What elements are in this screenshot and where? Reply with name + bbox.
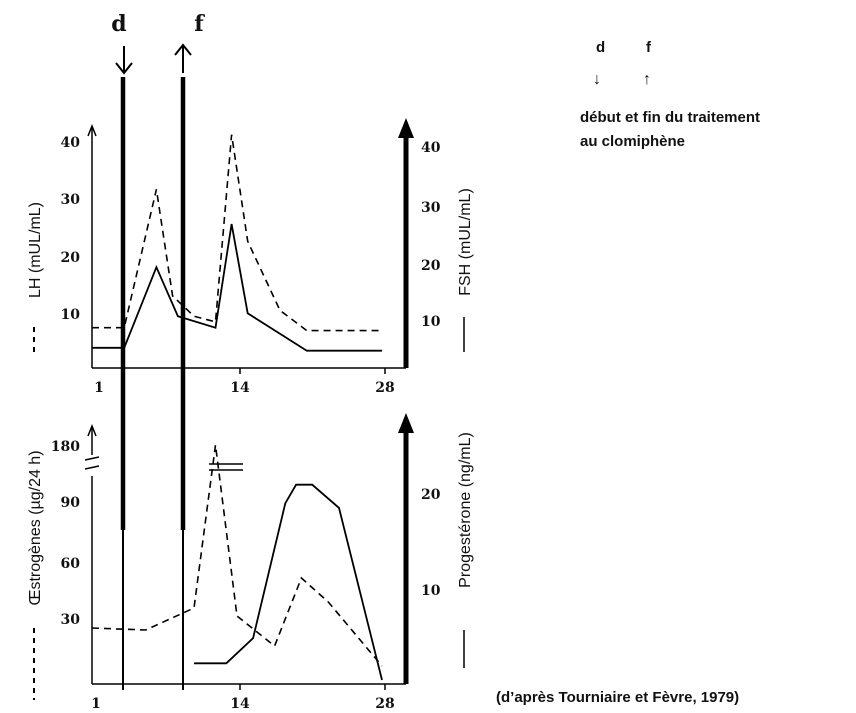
- marker-f-arrow-icon: [174, 43, 192, 73]
- bottom-right-axis-arrow-icon: [398, 413, 414, 433]
- bottom-x-tick-marks: [239, 684, 386, 690]
- top-right-tick-30: 30: [421, 200, 441, 216]
- bottom-x-tick-1: 1: [91, 696, 101, 712]
- legend-f-letter: f: [646, 39, 652, 56]
- axis-break-icon: [84, 456, 100, 470]
- top-x-tick-1: 1: [94, 380, 104, 396]
- oestrogen-break-marks: [209, 463, 243, 471]
- top-left-axis-arrow-icon: [87, 123, 97, 137]
- marker-d-arrow-icon: [115, 46, 133, 75]
- progesterone-axis-label: Progestérone (ng/mL): [457, 432, 474, 588]
- legend-up-arrow-icon: ↑: [643, 71, 651, 88]
- bottom-x-tick-14: 14: [230, 696, 250, 712]
- top-right-tick-10: 10: [421, 314, 441, 330]
- oestrogen-axis-label: Œstrogènes (µg/24 h): [27, 450, 44, 605]
- oestrogen-series-line: [91, 444, 383, 667]
- bottom-left-tick-30: 30: [61, 612, 81, 628]
- bottom-left-tick-90: 90: [61, 495, 81, 511]
- legend-text-line2: au clomiphène: [580, 133, 685, 150]
- legend-d-letter: d: [596, 39, 605, 56]
- top-right-tick-20: 20: [421, 258, 441, 274]
- marker-f-letter: f: [194, 11, 205, 37]
- bottom-left-axis-arrow-icon: [87, 423, 97, 437]
- bottom-right-tick-10: 10: [421, 583, 441, 599]
- top-right-tick-40: 40: [421, 140, 441, 156]
- treatment-legend: d f ↓ ↑ début et fin du traitement au cl…: [580, 39, 760, 150]
- legend-text-line1: début et fin du traitement: [580, 109, 760, 126]
- bottom-panel: 1 14 28 30 60 90 180 10 20 Œstrogènes (µ…: [27, 413, 474, 712]
- fsh-series-line: [92, 223, 382, 352]
- top-x-tick-marks: [239, 368, 386, 374]
- top-panel: 1 14 28 10 20 30 40 10 20 30 40 LH (mUL/…: [27, 118, 474, 396]
- marker-d-letter: d: [111, 11, 126, 37]
- bottom-left-tick-60: 60: [61, 556, 81, 572]
- lh-axis-label: LH (mUL/mL): [27, 202, 44, 298]
- top-x-tick-14: 14: [230, 380, 250, 396]
- top-right-axis-arrow-icon: [398, 118, 414, 138]
- lh-series-line: [92, 134, 382, 332]
- fsh-axis-label: FSH (mUL/mL): [457, 188, 474, 296]
- top-left-tick-30: 30: [61, 192, 81, 208]
- bottom-left-tick-180: 180: [51, 439, 80, 455]
- legend-down-arrow-icon: ↓: [593, 71, 601, 88]
- progesterone-series-line: [194, 483, 383, 681]
- source-citation: (d’après Tourniaire et Fèvre, 1979): [496, 689, 739, 706]
- bottom-right-tick-20: 20: [421, 487, 441, 503]
- top-left-tick-20: 20: [61, 250, 81, 266]
- top-left-tick-40: 40: [61, 135, 81, 151]
- bottom-x-tick-28: 28: [375, 696, 394, 712]
- top-x-tick-28: 28: [375, 380, 394, 396]
- top-left-tick-10: 10: [61, 307, 81, 323]
